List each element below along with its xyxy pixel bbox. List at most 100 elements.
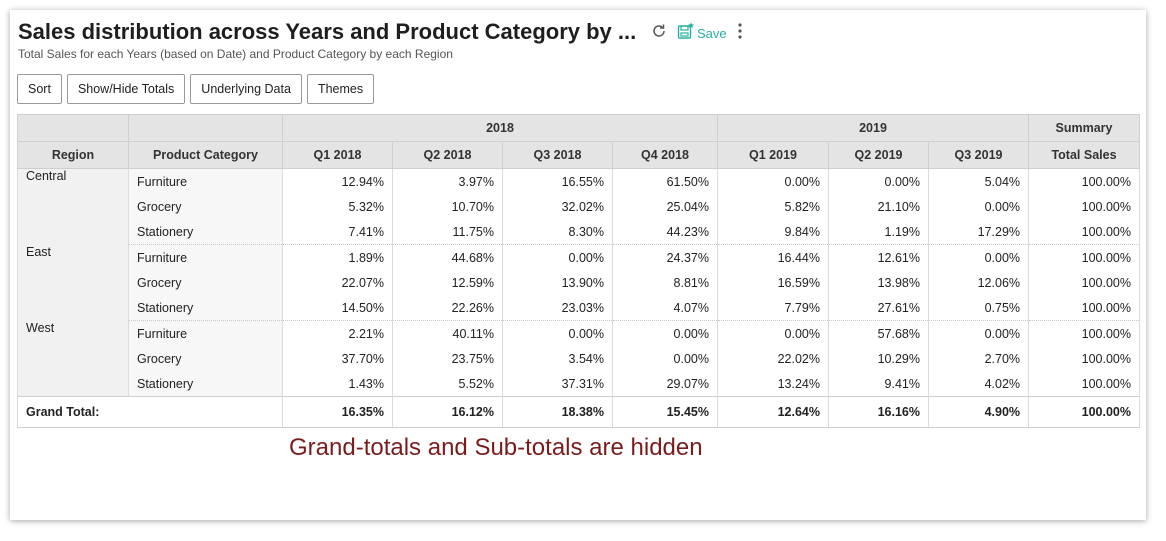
quarter-header[interactable]: Q2 2019: [828, 141, 929, 169]
value-cell: 27.61%: [828, 295, 929, 321]
table-row: Grocery 37.70% 23.75% 3.54% 0.00% 22.02% 10.29…: [18, 346, 1141, 371]
value-cell: 13.98%: [828, 270, 929, 295]
grand-total-value: 15.45%: [612, 396, 718, 428]
table-row: West Furniture 2.21% 40.11% 0.00% 0.00% 0.00% 5…: [17, 320, 1141, 397]
total-cell: 100.00%: [1028, 346, 1141, 371]
value-cell: 2.70%: [927, 346, 1030, 371]
quarter-header[interactable]: Q3 2018: [502, 141, 613, 169]
value-cell: 32.02%: [502, 194, 613, 219]
corner-cell: [17, 114, 129, 142]
value-cell: 0.00%: [717, 320, 829, 346]
category-cell: Stationery: [128, 371, 283, 397]
value-cell: 57.68%: [828, 320, 929, 346]
total-cell: 100.00%: [1028, 244, 1141, 270]
value-cell: 40.11%: [392, 320, 503, 346]
grand-total-value: 16.12%: [392, 396, 503, 428]
grand-total-value: 12.64%: [717, 396, 829, 428]
value-cell: 4.07%: [612, 295, 718, 321]
category-cell: Furniture: [128, 168, 283, 194]
grand-total-value: 18.38%: [502, 396, 613, 428]
annotation-note: Grand-totals and Sub-totals are hidden: [289, 434, 703, 461]
themes-button[interactable]: Themes: [306, 74, 375, 104]
quarter-header[interactable]: Q1 2018: [282, 141, 393, 169]
value-cell: 16.59%: [717, 270, 829, 295]
save-icon: [677, 22, 694, 39]
value-cell: 3.54%: [502, 346, 613, 371]
value-cell: 0.00%: [927, 320, 1030, 346]
refresh-icon[interactable]: [650, 22, 668, 40]
grand-total-label: Grand Total:: [17, 396, 283, 428]
value-cell: 12.06%: [927, 270, 1030, 295]
value-cell: 0.00%: [612, 346, 718, 371]
total-cell: 100.00%: [1028, 219, 1141, 245]
grand-total-value: 16.16%: [828, 396, 929, 428]
total-cell: 100.00%: [1028, 295, 1141, 321]
value-cell: 5.82%: [717, 194, 829, 219]
underlying-data-button[interactable]: Underlying Data: [190, 74, 302, 104]
region-header[interactable]: Region: [17, 141, 129, 169]
value-cell: 12.94%: [282, 168, 393, 194]
category-cell: Grocery: [128, 270, 283, 295]
category-cell: Furniture: [128, 244, 283, 270]
region-cell: East: [17, 244, 129, 321]
summary-header: Summary: [1028, 114, 1141, 142]
save-button[interactable]: Save: [677, 21, 727, 41]
value-cell: 10.70%: [392, 194, 503, 219]
value-cell: 3.97%: [392, 168, 503, 194]
value-cell: 22.02%: [717, 346, 829, 371]
table-row: Grocery 22.07% 12.59% 13.90% 8.81% 16.59% 13.9…: [18, 270, 1141, 295]
quarter-header[interactable]: Q4 2018: [612, 141, 718, 169]
total-sales-header[interactable]: Total Sales: [1028, 141, 1141, 169]
value-cell: 17.29%: [927, 219, 1030, 245]
column-header-row: Region Product Category Q1 2018 Q2 2018 …: [17, 141, 1141, 169]
quarter-header[interactable]: Q3 2019: [927, 141, 1030, 169]
value-cell: 44.23%: [612, 219, 718, 245]
table-row: Stationery 14.50% 22.26% 23.03% 4.07% 7.79% 27…: [18, 295, 1141, 321]
quarter-header[interactable]: Q1 2019: [717, 141, 829, 169]
value-cell: 9.84%: [717, 219, 829, 245]
year-header-2018[interactable]: 2018: [282, 114, 718, 142]
value-cell: 12.59%: [392, 270, 503, 295]
save-label: Save: [697, 26, 727, 41]
report-title: Sales distribution across Years and Prod…: [18, 19, 637, 44]
pivot-table: 2018 2019 Summary Region Product Categor…: [17, 114, 1141, 428]
value-cell: 1.19%: [828, 219, 929, 245]
value-cell: 25.04%: [612, 194, 718, 219]
corner-cell: [128, 114, 283, 142]
value-cell: 5.52%: [392, 371, 503, 397]
value-cell: 0.00%: [828, 168, 929, 194]
value-cell: 24.37%: [612, 244, 718, 270]
value-cell: 29.07%: [612, 371, 718, 397]
total-cell: 100.00%: [1028, 168, 1141, 194]
value-cell: 14.50%: [282, 295, 393, 321]
sort-button[interactable]: Sort: [17, 74, 62, 104]
category-cell: Furniture: [128, 320, 283, 346]
value-cell: 4.02%: [927, 371, 1030, 397]
pivot-body: Central Furniture 12.94% 3.97% 16.55% 61.50% 0…: [17, 168, 1141, 428]
value-cell: 0.00%: [612, 320, 718, 346]
value-cell: 0.00%: [927, 194, 1030, 219]
total-cell: 100.00%: [1028, 270, 1141, 295]
value-cell: 21.10%: [828, 194, 929, 219]
value-cell: 7.79%: [717, 295, 829, 321]
product-category-header[interactable]: Product Category: [128, 141, 283, 169]
grand-total-row: Grand Total: 16.35% 16.12% 18.38% 15.45% 12.6…: [17, 396, 1141, 428]
more-options-icon[interactable]: [736, 21, 744, 41]
value-cell: 1.43%: [282, 371, 393, 397]
value-cell: 61.50%: [612, 168, 718, 194]
region-cell: Central: [17, 168, 129, 245]
grand-total-value: 4.90%: [927, 396, 1030, 428]
value-cell: 8.30%: [502, 219, 613, 245]
table-row: East Furniture 1.89% 44.68% 0.00% 24.37% 16.44…: [17, 244, 1141, 321]
value-cell: 0.00%: [502, 244, 613, 270]
show-hide-totals-button[interactable]: Show/Hide Totals: [66, 74, 186, 104]
value-cell: 37.31%: [502, 371, 613, 397]
category-cell: Grocery: [128, 194, 283, 219]
year-header-row: 2018 2019 Summary: [17, 114, 1141, 142]
quarter-header[interactable]: Q2 2018: [392, 141, 503, 169]
year-header-2019[interactable]: 2019: [716, 114, 1030, 142]
report-subtitle: Total Sales for each Years (based on Dat…: [18, 47, 453, 61]
value-cell: 0.75%: [927, 295, 1030, 321]
value-cell: 0.00%: [502, 320, 613, 346]
toolbar: Sort Show/Hide Totals Underlying Data Th…: [17, 74, 375, 104]
